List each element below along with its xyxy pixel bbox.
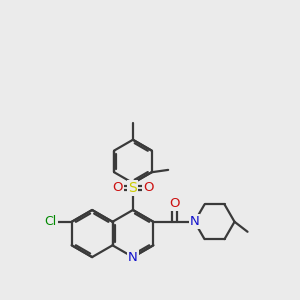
Text: O: O [143,181,154,194]
Text: S: S [128,181,137,195]
Text: N: N [190,215,200,228]
Text: Cl: Cl [44,215,57,228]
Text: O: O [169,197,180,210]
Text: N: N [128,250,138,264]
Text: O: O [112,181,123,194]
